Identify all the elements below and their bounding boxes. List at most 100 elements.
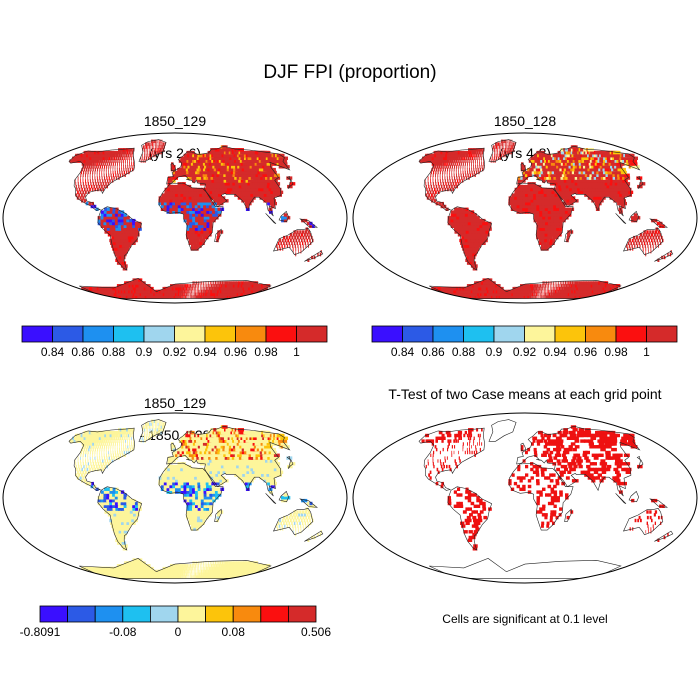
grid-cell	[538, 241, 542, 245]
grid-cell	[618, 187, 624, 192]
grid-cell	[254, 182, 260, 186]
grid-cell	[547, 224, 552, 228]
grid-cell	[263, 199, 268, 203]
grid-cell	[534, 286, 536, 291]
grid-cell	[536, 204, 540, 209]
grid-cell	[581, 284, 584, 288]
grid-cell	[422, 156, 426, 160]
grid-cell	[188, 187, 192, 192]
grid-cell	[192, 218, 196, 223]
grid-cell	[119, 156, 122, 160]
grid-cell	[97, 179, 99, 183]
grid-cell	[90, 182, 92, 186]
grid-cell	[210, 289, 213, 294]
grid-cell	[177, 182, 181, 186]
grid-cell	[249, 182, 255, 186]
grid-cell	[79, 156, 83, 160]
grid-cell	[234, 176, 239, 180]
grid-cell	[166, 572, 170, 576]
grid-cell	[522, 204, 526, 209]
grid-cell	[115, 159, 117, 163]
grid-cell	[474, 148, 477, 152]
grid-cell	[444, 162, 446, 166]
grid-cell	[125, 150, 127, 155]
grid-cell	[470, 238, 475, 243]
grid-cell	[468, 153, 471, 158]
grid-cell	[559, 179, 563, 183]
grid-cell	[482, 148, 485, 152]
grid-cell	[447, 182, 450, 186]
grid-cell	[545, 173, 550, 177]
grid-cell	[125, 167, 127, 172]
grid-cell	[477, 233, 482, 237]
grid-cell	[192, 207, 196, 211]
grid-cell	[648, 233, 651, 237]
grid-cell	[117, 162, 118, 166]
grid-cell	[156, 142, 157, 146]
grid-cell	[526, 286, 529, 291]
grid-cell	[206, 210, 210, 214]
grid-cell	[203, 575, 206, 579]
grid-cell	[177, 204, 182, 209]
grid-cell	[183, 295, 185, 299]
grid-cell	[85, 159, 88, 163]
grid-cell	[466, 167, 468, 172]
grid-cell	[270, 190, 276, 194]
grid-cell	[546, 286, 548, 291]
grid-cell	[177, 292, 180, 296]
grid-cell	[546, 295, 549, 299]
grid-cell	[437, 179, 439, 183]
grid-cell	[89, 187, 91, 192]
grid-cell	[518, 295, 521, 299]
grid-cell	[180, 159, 184, 163]
grid-cell	[88, 167, 90, 172]
grid-cell	[177, 201, 182, 206]
grid-cell	[144, 156, 146, 160]
grid-cell	[77, 190, 79, 194]
grid-cell	[563, 199, 568, 203]
grid-cell	[161, 196, 165, 200]
grid-cell	[108, 165, 110, 169]
grid-cell	[106, 179, 109, 183]
grid-cell	[188, 289, 190, 294]
grid-cell	[472, 252, 477, 257]
grid-cell	[295, 233, 298, 237]
grid-cell	[464, 252, 470, 257]
grid-cell	[649, 241, 651, 245]
grid-cell	[544, 210, 549, 214]
grid-cell	[117, 218, 122, 223]
grid-cell	[172, 201, 176, 206]
grid-cell	[309, 224, 312, 228]
grid-cell	[97, 187, 99, 192]
grid-cell	[75, 179, 76, 183]
grid-cell	[226, 179, 231, 183]
grid-cell	[167, 286, 170, 291]
grid-cell	[132, 148, 135, 152]
grid-cell	[166, 289, 169, 294]
grid-cell	[548, 167, 553, 172]
grid-cell	[126, 148, 129, 152]
grid-cell	[474, 153, 476, 158]
grid-cell	[193, 241, 197, 245]
grid-cell	[562, 210, 566, 214]
grid-cell	[258, 193, 263, 197]
grid-cell	[591, 176, 597, 180]
grid-cell	[205, 286, 207, 291]
grid-cell	[214, 201, 218, 206]
grid-cell	[199, 284, 201, 288]
grid-cell	[525, 187, 529, 192]
grid-cell	[642, 238, 645, 243]
grid-cell	[662, 224, 665, 228]
grid-cell	[232, 187, 237, 192]
grid-cell	[168, 295, 171, 299]
grid-cell	[542, 167, 546, 172]
grid-cell	[635, 241, 638, 245]
grid-cell	[558, 204, 563, 209]
grid-cell	[649, 235, 652, 240]
grid-cell	[215, 170, 220, 175]
grid-cell	[538, 170, 542, 175]
grid-cell	[188, 235, 193, 240]
grid-cell	[114, 247, 120, 251]
grid-cell	[440, 182, 442, 186]
grid-cell	[94, 162, 96, 166]
